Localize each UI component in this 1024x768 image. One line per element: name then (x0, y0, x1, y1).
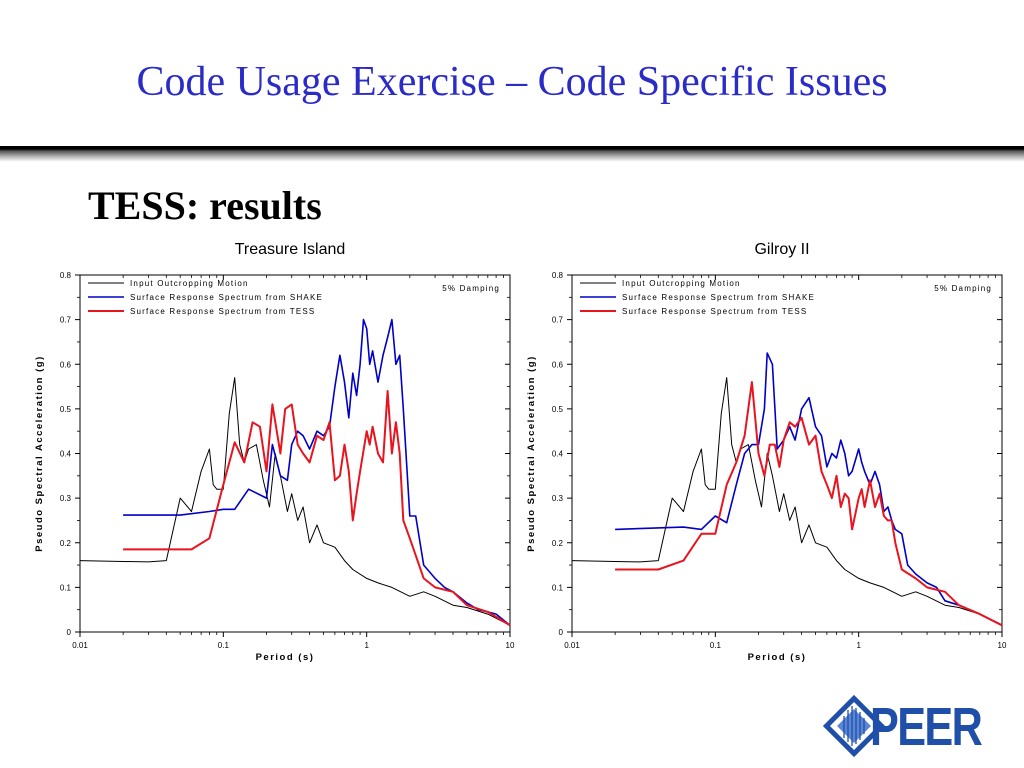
y-tick-label: 0.8 (60, 271, 72, 280)
y-tick-label: 0.6 (60, 360, 72, 369)
x-tick-label: 10 (998, 641, 1007, 650)
y-tick-label: 0.3 (60, 494, 72, 503)
legend-label: Surface Response Spectrum from TESS (622, 307, 807, 316)
peer-logo-icon (822, 694, 886, 758)
peer-logo-text: PEER (870, 697, 983, 757)
series-line-2 (123, 318, 511, 626)
x-tick-label: 1 (364, 641, 369, 650)
x-tick-label: 0.1 (710, 641, 722, 650)
y-tick-label: 0 (67, 628, 72, 637)
series-line-3 (123, 390, 511, 627)
chart-treasure-island: Treasure Island 0 0.1 0.2 0.3 0.4 0.5 0.6 0.7 0.8… (34, 241, 515, 663)
plot-frame (571, 274, 1003, 633)
legend-label: Surface Response Spectrum from TESS (130, 307, 315, 316)
legend-label: Surface Response Spectrum from SHAKE (130, 293, 323, 302)
x-axis-label: Period (s) (256, 652, 315, 663)
y-tick-label: 0.1 (552, 583, 564, 592)
chart-title: Gilroy II (754, 241, 809, 258)
slide-subtitle: TESS: results (88, 183, 322, 228)
y-tick-label: 0.8 (552, 271, 564, 280)
x-axis-label: Period (s) (748, 652, 807, 663)
y-axis-label: Pseudo Spectral Acceleration (g) (34, 355, 45, 552)
legend-label: Surface Response Spectrum from SHAKE (622, 293, 815, 302)
chart-gilroy-ii: Gilroy II 0 0.1 0.2 0.3 0.4 0.5 0.6 0.7 0.8 0.01 0.… (526, 241, 1007, 663)
title-divider (0, 146, 1024, 162)
y-tick-label: 0.2 (552, 539, 564, 548)
chart-title: Treasure Island (235, 241, 346, 258)
y-tick-label: 0.3 (552, 494, 564, 503)
x-tick-label: 10 (506, 641, 515, 650)
y-tick-label: 0 (559, 628, 564, 637)
x-tick-label: 0.01 (564, 641, 580, 650)
y-tick-label: 0.4 (552, 450, 564, 459)
y-tick-label: 0.5 (60, 405, 72, 414)
damping-annotation: 5% Damping (442, 284, 500, 293)
slide-title: Code Usage Exercise – Code Specific Issu… (136, 59, 888, 105)
series-line-2 (615, 352, 1003, 627)
y-tick-label: 0.7 (552, 316, 564, 325)
y-tick-label: 0.7 (60, 316, 72, 325)
legend-label: Input Outcropping Motion (622, 279, 741, 288)
y-axis-label: Pseudo Spectral Acceleration (g) (526, 355, 537, 552)
y-tick-label: 0.4 (60, 450, 72, 459)
legend-label: Input Outcropping Motion (130, 279, 249, 288)
x-tick-label: 0.01 (72, 641, 88, 650)
series-line-3 (615, 381, 1003, 627)
x-tick-label: 1 (856, 641, 861, 650)
damping-annotation: 5% Damping (934, 284, 992, 293)
plot-frame (79, 274, 511, 633)
y-tick-label: 0.2 (60, 539, 72, 548)
x-tick-label: 0.1 (218, 641, 230, 650)
series-line-1 (571, 377, 1003, 626)
y-tick-label: 0.1 (60, 583, 72, 592)
y-tick-label: 0.5 (552, 405, 564, 414)
y-tick-label: 0.6 (552, 360, 564, 369)
